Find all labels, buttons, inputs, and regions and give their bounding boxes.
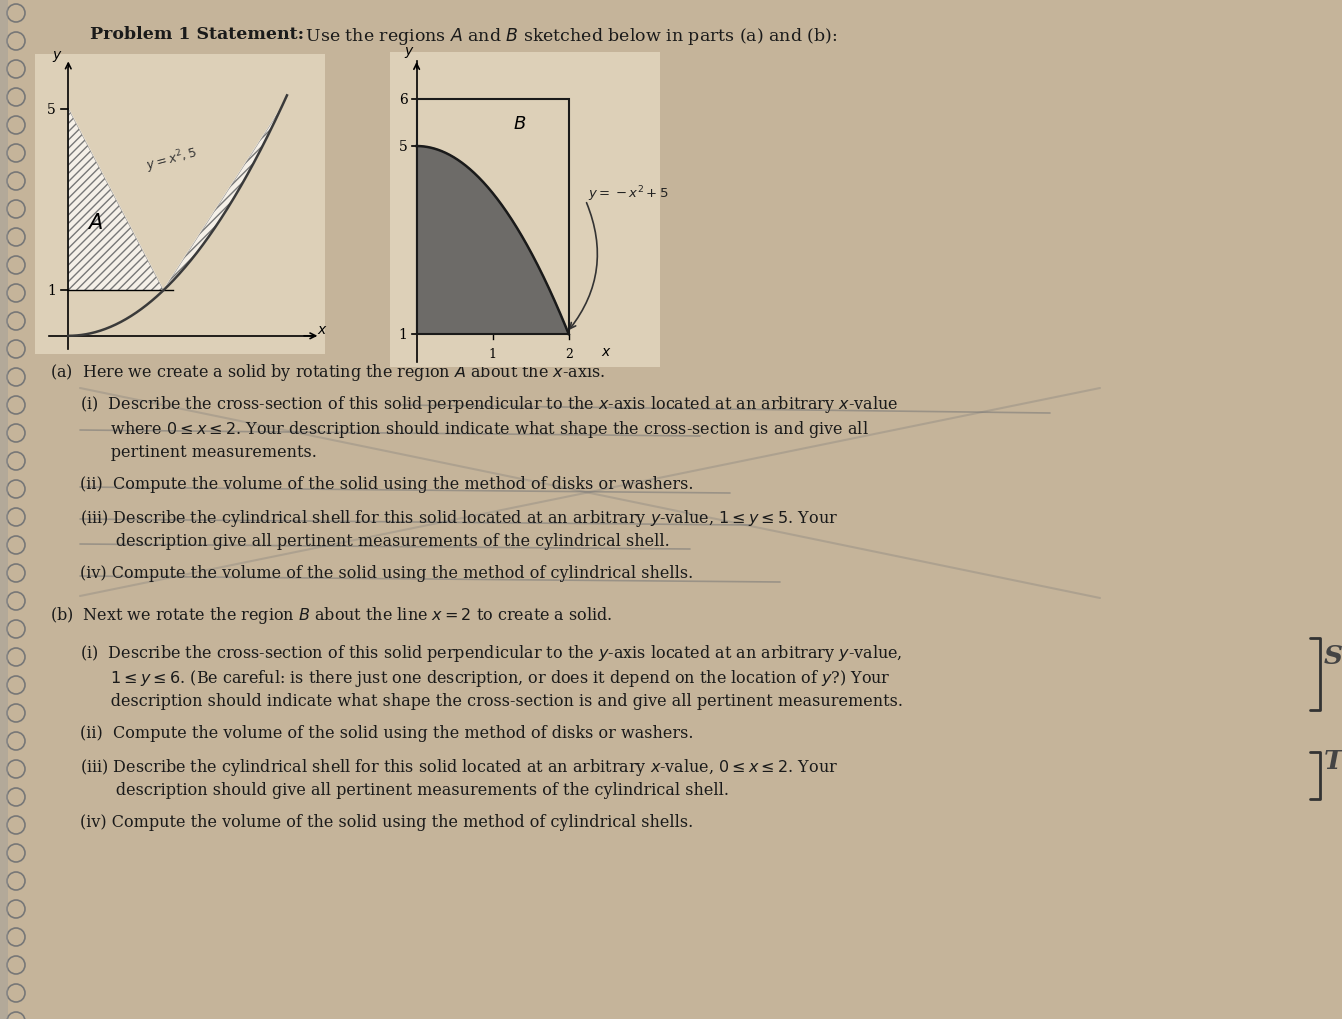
Text: $B$: $B$ [513, 114, 526, 132]
Text: (i)  Describe the cross-section of this solid perpendicular to the $x$-axis loca: (i) Describe the cross-section of this s… [81, 393, 898, 415]
Text: (iv) Compute the volume of the solid using the method of cylindrical shells.: (iv) Compute the volume of the solid usi… [81, 565, 694, 582]
Text: $A$: $A$ [87, 213, 103, 233]
Bar [416, 100, 569, 335]
Text: (a)  Here we create a solid by rotating the region $A$ about the $x$-axis.: (a) Here we create a solid by rotating t… [50, 362, 605, 382]
Text: description should give all pertinent measurements of the cylindrical shell.: description should give all pertinent me… [81, 782, 729, 798]
Text: $x$: $x$ [318, 323, 327, 336]
Polygon shape [416, 147, 569, 335]
Text: $y=-x^2+5$: $y=-x^2+5$ [588, 184, 668, 204]
Text: (iii) Describe the cylindrical shell for this solid located at an arbitrary $x$-: (iii) Describe the cylindrical shell for… [81, 756, 837, 777]
Text: $y=x^2, 5$: $y=x^2, 5$ [145, 144, 200, 175]
Text: Solve: Solve [1325, 644, 1342, 668]
Text: $1 \leq y \leq 6$. (Be careful: is there just one description, or does it depend: $1 \leq y \leq 6$. (Be careful: is there… [81, 667, 891, 688]
Text: where $0 \leq x \leq 2$. Your description should indicate what shape the cross-s: where $0 \leq x \leq 2$. Your descriptio… [81, 419, 868, 439]
Polygon shape [68, 109, 280, 291]
Text: $x$: $x$ [601, 344, 612, 359]
Text: Use the regions $A$ and $B$ sketched below in parts (a) and (b):: Use the regions $A$ and $B$ sketched bel… [301, 25, 837, 47]
Text: This: This [1325, 748, 1342, 773]
Text: (b)  Next we rotate the region $B$ about the line $x = 2$ to create a solid.: (b) Next we rotate the region $B$ about … [50, 604, 612, 626]
Text: description give all pertinent measurements of the cylindrical shell.: description give all pertinent measureme… [81, 533, 670, 549]
Text: $y$: $y$ [51, 49, 62, 64]
Text: Problem 1 Statement:: Problem 1 Statement: [90, 25, 305, 43]
Bar [0, 0, 8, 1019]
Text: (ii)  Compute the volume of the solid using the method of disks or washers.: (ii) Compute the volume of the solid usi… [81, 476, 694, 492]
Text: 5: 5 [399, 140, 408, 154]
Text: (ii)  Compute the volume of the solid using the method of disks or washers.: (ii) Compute the volume of the solid usi… [81, 725, 694, 741]
Text: description should indicate what shape the cross-section is and give all pertine: description should indicate what shape t… [81, 692, 903, 709]
Text: (iii) Describe the cylindrical shell for this solid located at an arbitrary $y$-: (iii) Describe the cylindrical shell for… [81, 507, 837, 529]
Text: 6: 6 [399, 93, 408, 107]
Text: 1: 1 [47, 284, 56, 299]
Text: 1: 1 [488, 347, 497, 361]
Text: 1: 1 [399, 328, 408, 341]
Text: $y$: $y$ [404, 45, 415, 60]
Text: (iv) Compute the volume of the solid using the method of cylindrical shells.: (iv) Compute the volume of the solid usi… [81, 813, 694, 830]
Text: 2: 2 [565, 347, 573, 361]
Text: 5: 5 [47, 103, 56, 116]
Text: pertinent measurements.: pertinent measurements. [81, 443, 317, 461]
Text: (i)  Describe the cross-section of this solid perpendicular to the $y$-axis loca: (i) Describe the cross-section of this s… [81, 642, 902, 663]
